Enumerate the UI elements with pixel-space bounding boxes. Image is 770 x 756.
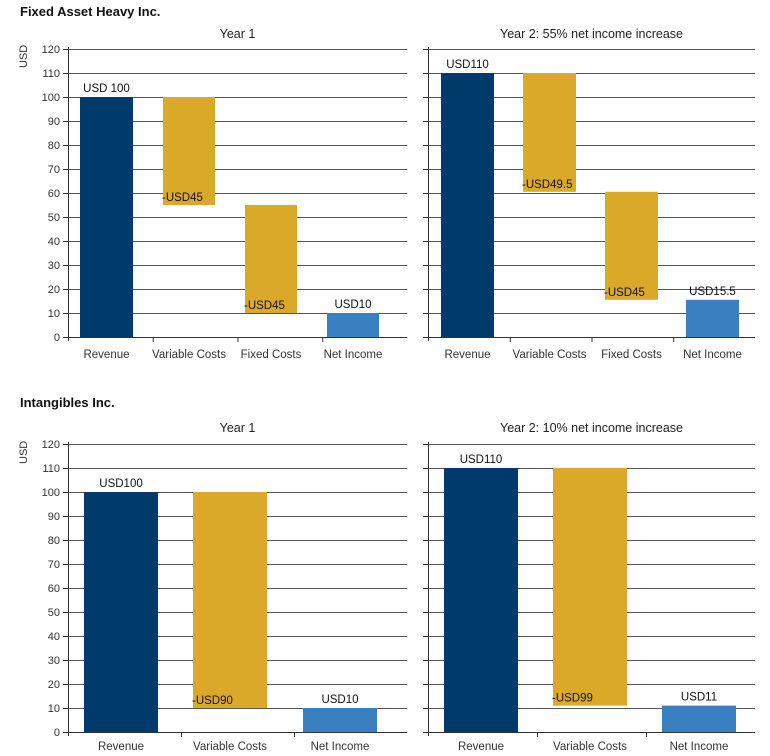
y-tick-label: 60 (48, 583, 60, 595)
bar-revenue (80, 97, 133, 337)
y-tick-label: 40 (48, 631, 60, 643)
y-tick-label: 50 (48, 607, 60, 619)
data-label: -USD45 (162, 192, 203, 204)
section-title-fixed-asset-heavy: Fixed Asset Heavy Inc. (20, 4, 161, 19)
data-label: -USD45 (604, 287, 645, 299)
data-label: USD110 (446, 59, 489, 71)
data-label: -USD45 (244, 300, 285, 312)
bar-revenue (441, 73, 494, 337)
bar-fixed-costs (245, 205, 297, 313)
bar-net-income (686, 299, 739, 337)
y-tick-label: 0 (54, 332, 60, 344)
x-category-label: Net Income (324, 349, 383, 361)
bar-net-income (662, 705, 736, 732)
section-title-intangibles: Intangibles Inc. (20, 395, 115, 410)
bar-variable-costs (193, 492, 267, 708)
x-category-label: Net Income (683, 349, 742, 361)
y-tick-label: 20 (48, 284, 60, 296)
y-tick-label: 90 (48, 511, 60, 523)
y-tick-label: 60 (48, 188, 60, 200)
data-label: USD110 (460, 454, 503, 466)
x-category-label: Variable Costs (513, 349, 587, 361)
y-tick-label: 50 (48, 212, 60, 224)
x-category-label: Variable Costs (193, 741, 267, 753)
bar-revenue (444, 468, 518, 732)
bar-fixed-costs (605, 191, 658, 300)
y-tick-label: 80 (48, 140, 60, 152)
chart-title: Year 1 (220, 27, 256, 41)
x-category-label: Net Income (311, 741, 370, 753)
y-tick-label: 80 (48, 535, 60, 547)
data-label: USD11 (681, 692, 717, 704)
x-category-label: Fixed Costs (601, 349, 662, 361)
x-category-label: Variable Costs (553, 741, 627, 753)
y-tick-label: 10 (48, 703, 60, 715)
y-tick-label: 70 (48, 164, 60, 176)
bar-variable-costs (553, 468, 627, 706)
bar-revenue (84, 492, 158, 732)
data-label: -USD49.5 (522, 179, 573, 191)
bar-net-income (303, 708, 377, 732)
data-label: USD10 (334, 299, 371, 311)
y-tick-label: 10 (48, 308, 60, 320)
y-tick-label: 100 (42, 487, 60, 499)
y-tick-label: 70 (48, 559, 60, 571)
bar-variable-costs (523, 73, 576, 192)
chart-title: Year 2: 10% net income increase (500, 421, 683, 435)
y-tick-label: 110 (42, 68, 60, 80)
data-label: USD100 (99, 478, 142, 490)
bar-net-income (327, 313, 379, 337)
y-tick-label: 30 (48, 260, 60, 272)
chart-title: Year 2: 55% net income increase (500, 27, 683, 41)
y-tick-label: 40 (48, 236, 60, 248)
y-tick-label: 120 (42, 439, 60, 451)
y-tick-label: 110 (42, 463, 60, 475)
y-tick-label: 90 (48, 116, 60, 128)
chart-title: Year 1 (220, 421, 256, 435)
y-tick-label: 0 (54, 727, 60, 739)
x-category-label: Fixed Costs (241, 349, 302, 361)
x-category-label: Revenue (98, 741, 144, 753)
data-label: USD 100 (83, 83, 130, 95)
y-tick-label: 120 (42, 44, 60, 56)
x-category-label: Net Income (670, 741, 729, 753)
x-category-label: Revenue (444, 349, 490, 361)
data-label: USD15.5 (689, 286, 736, 298)
y-tick-label: 20 (48, 679, 60, 691)
bar-variable-costs (163, 97, 215, 205)
y-tick-label: 30 (48, 655, 60, 667)
y-tick-label: 100 (42, 92, 60, 104)
x-category-label: Revenue (458, 741, 504, 753)
data-label: -USD99 (552, 693, 593, 705)
data-label: USD10 (321, 694, 358, 706)
x-category-label: Variable Costs (152, 349, 226, 361)
data-label: -USD90 (192, 695, 233, 707)
x-category-label: Revenue (83, 349, 129, 361)
